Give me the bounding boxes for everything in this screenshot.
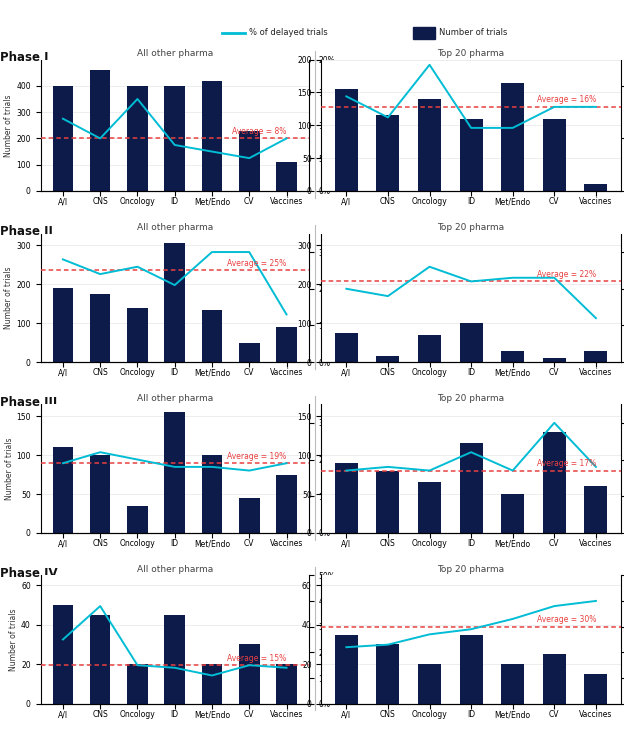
Text: Phase IV: Phase IV [0,567,57,580]
Text: Average = 22%: Average = 22% [537,270,596,279]
Bar [501,82,524,191]
Bar [376,357,399,363]
Bar [202,81,222,191]
Text: Average = 15%: Average = 15% [227,654,286,663]
Bar [127,506,148,533]
Bar [418,664,441,704]
Bar [127,308,148,363]
Bar [335,89,358,191]
Text: Phase I: Phase I [0,51,49,64]
Bar [52,288,73,363]
Text: Average = 16%: Average = 16% [537,95,596,104]
Title: Top 20 pharma: Top 20 pharma [437,49,505,58]
Text: Average = 8%: Average = 8% [232,127,286,136]
Bar [585,351,607,363]
Bar [335,634,358,704]
Bar [585,674,607,704]
Bar [276,664,297,704]
Text: Figure 2. Phase-specific trends in delays for completed trials (2020-2022), by p: Figure 2. Phase-specific trends in delay… [24,8,600,18]
Text: Average = 25%: Average = 25% [227,259,286,268]
Bar [501,664,524,704]
Bar [276,162,297,191]
Title: All other pharma: All other pharma [137,565,213,574]
Y-axis label: Number of trials: Number of trials [4,437,14,500]
Bar [52,447,73,533]
Text: Phase III: Phase III [0,396,57,409]
Text: Average = 30%: Average = 30% [537,615,596,624]
Bar [585,184,607,191]
Bar [239,343,260,363]
Bar [165,615,185,704]
Bar [543,431,566,533]
Bar [460,634,482,704]
Y-axis label: Number of trials: Number of trials [4,94,14,157]
Bar [276,327,297,363]
Bar [543,118,566,191]
Title: All other pharma: All other pharma [137,394,213,403]
Text: Average = 19%: Average = 19% [227,452,286,461]
Bar [460,324,482,363]
Bar [501,494,524,533]
Bar [202,664,222,704]
Title: Top 20 pharma: Top 20 pharma [437,394,505,403]
Y-axis label: Number of trials: Number of trials [9,608,18,671]
Bar [239,130,260,191]
Y-axis label: Number of trials: Number of trials [4,267,14,330]
Bar [165,412,185,533]
Bar [335,333,358,363]
Title: All other pharma: All other pharma [137,49,213,58]
Bar [90,455,110,533]
Title: Top 20 pharma: Top 20 pharma [437,565,505,574]
Title: All other pharma: All other pharma [137,223,213,232]
Bar [376,470,399,533]
Bar [239,644,260,704]
Bar [413,27,436,39]
Bar [202,455,222,533]
Bar [418,482,441,533]
Bar [52,605,73,704]
Bar [239,498,260,533]
Title: Top 20 pharma: Top 20 pharma [437,223,505,232]
Bar [543,655,566,704]
Bar [460,443,482,533]
Text: % of delayed trials: % of delayed trials [249,28,328,37]
Bar [202,309,222,363]
Bar [90,615,110,704]
Bar [418,99,441,191]
Bar [165,243,185,363]
Bar [335,463,358,533]
Bar [543,358,566,363]
Text: Number of trials: Number of trials [439,28,508,37]
Bar [127,664,148,704]
Bar [165,86,185,191]
Bar [501,351,524,363]
Bar [460,118,482,191]
Text: Phase II: Phase II [0,225,53,238]
Bar [376,644,399,704]
Bar [418,335,441,363]
Bar [90,70,110,191]
Bar [127,86,148,191]
Text: Average = 17%: Average = 17% [537,459,596,468]
Bar [52,86,73,191]
Bar [276,475,297,533]
Bar [585,486,607,533]
Bar [376,115,399,191]
Bar [90,294,110,363]
